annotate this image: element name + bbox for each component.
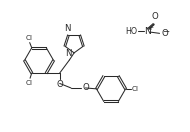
- Text: O: O: [56, 80, 63, 89]
- Text: −: −: [162, 27, 169, 36]
- Text: +: +: [148, 25, 154, 31]
- Text: N: N: [64, 24, 71, 33]
- Text: O: O: [82, 83, 89, 92]
- Text: Cl: Cl: [25, 35, 32, 41]
- Text: HO: HO: [125, 27, 137, 36]
- Text: N: N: [144, 27, 151, 36]
- Text: O: O: [151, 12, 158, 21]
- Text: Cl: Cl: [26, 80, 33, 86]
- Text: Cl: Cl: [132, 86, 139, 92]
- Text: O: O: [161, 29, 168, 38]
- Text: N: N: [65, 49, 71, 58]
